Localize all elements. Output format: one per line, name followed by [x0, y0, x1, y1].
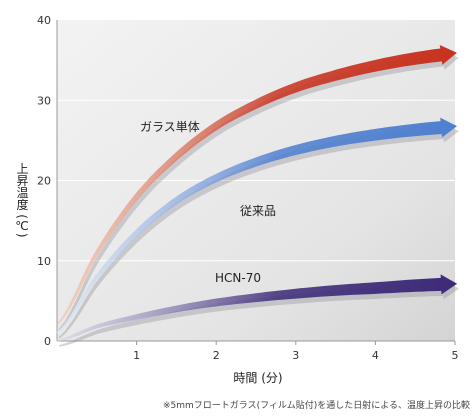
series-arrow-2	[56, 274, 458, 342]
y-tick-label: 40	[37, 14, 51, 27]
series-group	[56, 45, 460, 347]
series-shadow	[58, 122, 459, 339]
y-axis-title: 上昇温度 (℃)	[15, 162, 29, 238]
y-tick-label: 0	[44, 335, 51, 348]
y-tick-label: 10	[37, 255, 51, 268]
series-arrow-1	[56, 117, 457, 334]
series-labels: ガラス単体 従来品 HCN-70	[140, 120, 276, 285]
y-tick-label: 30	[37, 94, 51, 107]
x-tick-label: 4	[372, 349, 379, 362]
y-tick-label: 20	[37, 175, 51, 188]
series-shadow	[58, 279, 460, 347]
x-tick-label: 5	[452, 349, 459, 362]
series-arrow-0	[56, 45, 457, 326]
label-hcn70: HCN-70	[215, 271, 261, 285]
label-glass-only: ガラス単体	[140, 120, 200, 134]
x-tick-label: 2	[213, 349, 220, 362]
axes: 0 10 20 30 40 1 2 3 4 5	[37, 14, 459, 362]
label-conventional: 従来品	[240, 204, 276, 218]
x-axis-title: 時間 (分)	[233, 371, 282, 385]
x-tick-label: 3	[292, 349, 299, 362]
x-tick-label: 1	[133, 349, 140, 362]
footnote: ※5mmフロートガラス(フィルム貼付)を通した日射による、温度上昇の比較	[162, 401, 470, 411]
